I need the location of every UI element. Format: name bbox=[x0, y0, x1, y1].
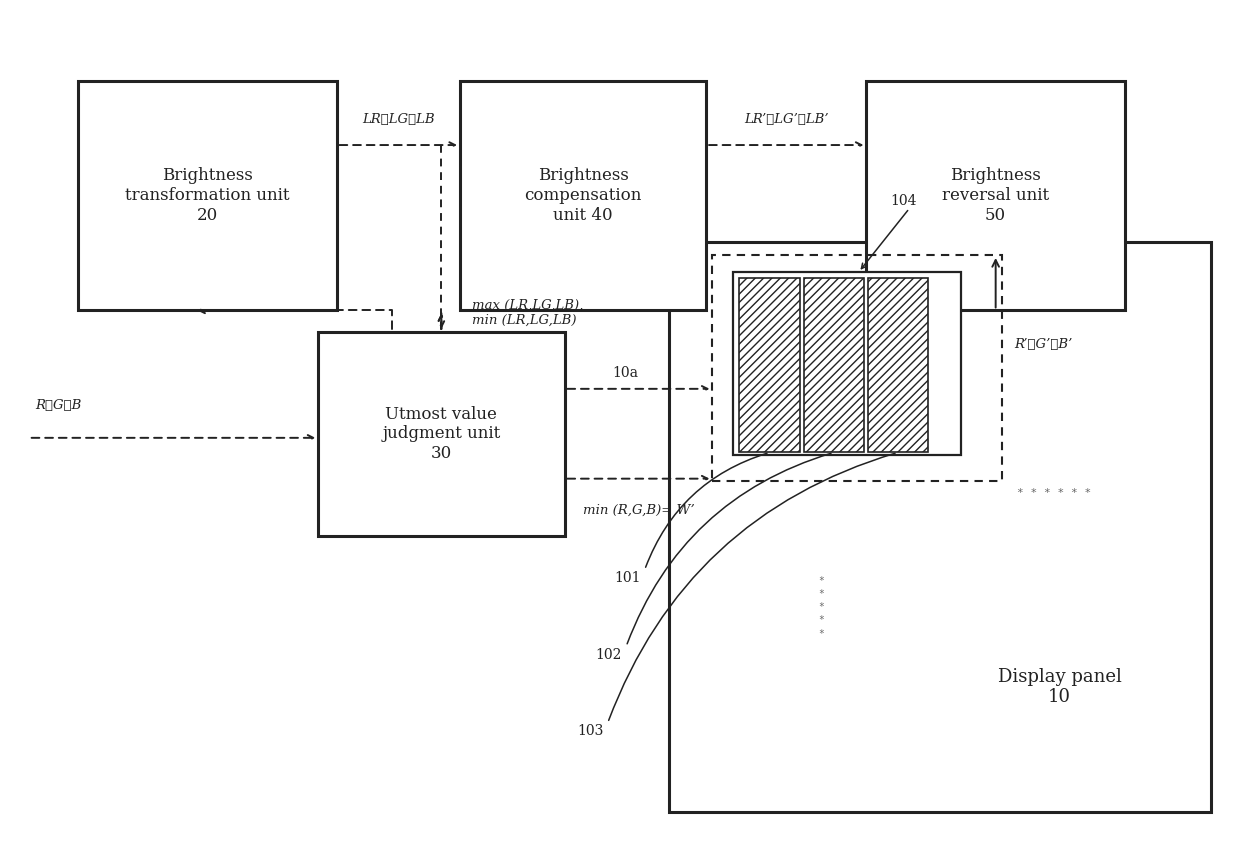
Text: * * * * * *: * * * * * * bbox=[1017, 488, 1091, 498]
Bar bbox=[867, 81, 1125, 310]
Bar bbox=[460, 81, 707, 310]
Text: 101: 101 bbox=[614, 571, 640, 585]
Bar bbox=[733, 272, 961, 455]
Bar bbox=[739, 278, 800, 453]
Bar bbox=[804, 278, 864, 453]
Text: LR、LG、LB: LR、LG、LB bbox=[362, 113, 434, 126]
Text: Brightness
reversal unit
50: Brightness reversal unit 50 bbox=[942, 168, 1049, 223]
Text: Brightness
compensation
unit 40: Brightness compensation unit 40 bbox=[525, 168, 642, 223]
Bar bbox=[670, 242, 1211, 813]
Text: Display panel
10: Display panel 10 bbox=[997, 667, 1121, 706]
Text: 103: 103 bbox=[577, 724, 604, 739]
Text: LR’、LG’、LB’: LR’、LG’、LB’ bbox=[744, 113, 828, 126]
Bar bbox=[712, 255, 1002, 480]
Bar bbox=[78, 81, 337, 310]
Text: R、G、B: R、G、B bbox=[35, 399, 82, 412]
Text: 102: 102 bbox=[595, 648, 621, 662]
Text: Utmost value
judgment unit
30: Utmost value judgment unit 30 bbox=[382, 405, 501, 462]
Text: 10a: 10a bbox=[613, 366, 639, 381]
Text: R’、G’、B’: R’、G’、B’ bbox=[1014, 338, 1073, 351]
Text: 104: 104 bbox=[890, 194, 916, 209]
Text: *
*
*
*
*: * * * * * bbox=[818, 576, 823, 638]
Bar bbox=[868, 278, 928, 453]
Bar bbox=[319, 332, 564, 536]
Text: max (LR,LG,LB),
min (LR,LG,LB): max (LR,LG,LB), min (LR,LG,LB) bbox=[472, 299, 584, 326]
Text: min (R,G,B)= W’: min (R,G,B)= W’ bbox=[583, 504, 694, 517]
Text: Brightness
transformation unit
20: Brightness transformation unit 20 bbox=[125, 168, 290, 223]
